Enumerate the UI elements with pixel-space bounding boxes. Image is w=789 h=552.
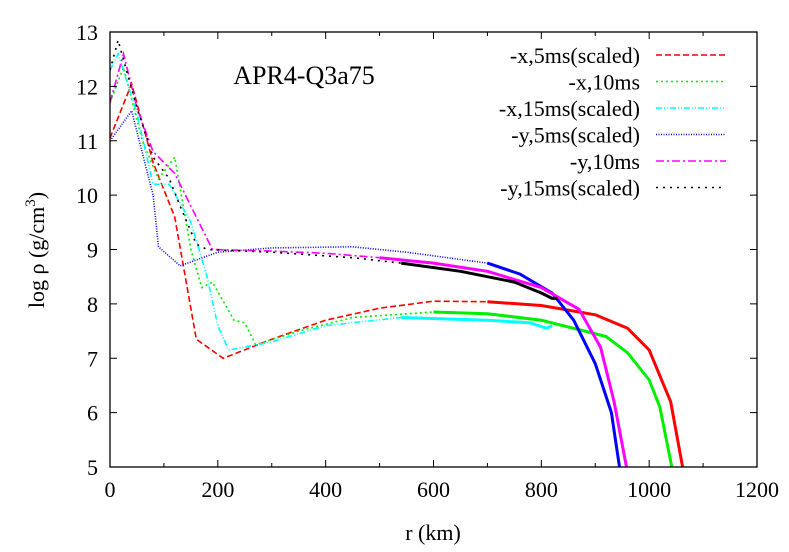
axis-ticks [109, 31, 758, 468]
series-line-dashed [110, 108, 488, 267]
x-tick-label: 600 [417, 477, 450, 502]
y-tick-label: 11 [77, 129, 98, 154]
y-axis-label-main: log ρ (g/cm [24, 207, 49, 308]
legend: -x,5ms(scaled)-x,10ms-x,15ms(scaled)-y,5… [499, 43, 726, 201]
y-tick-label: 5 [87, 455, 98, 480]
x-tick-label: 400 [309, 477, 342, 502]
y-tick-label: 8 [87, 292, 98, 317]
series-line-solid [400, 261, 558, 300]
legend-label: -x,10ms [569, 70, 641, 95]
legend-label: -y,10ms [570, 149, 640, 174]
series-line-solid [401, 316, 553, 330]
series-line-solid [433, 310, 674, 467]
series-line-dashed [110, 50, 380, 259]
series-line-dashed [110, 37, 402, 264]
series-line-solid [379, 256, 628, 467]
x-tick-label: 0 [105, 477, 116, 502]
legend-label: -y,5ms(scaled) [511, 123, 640, 148]
x-tick-label: 1200 [735, 477, 779, 502]
legend-label: -y,15ms(scaled) [500, 176, 640, 201]
series-line-dashed [110, 64, 434, 346]
x-tick-label: 800 [525, 477, 558, 502]
y-tick-label: 12 [76, 74, 98, 99]
y-tick-label: 13 [76, 20, 98, 45]
chart-title: APR4-Q3a75 [233, 61, 375, 90]
y-axis-label: log ρ (g/cm3) [23, 192, 49, 308]
series-line-solid [486, 261, 621, 467]
series-line-solid [487, 300, 685, 467]
y-tick-label: 7 [87, 346, 98, 371]
plot-lines [110, 37, 685, 467]
legend-label: -x,5ms(scaled) [510, 43, 640, 68]
series-line-dashed [110, 51, 402, 352]
y-tick-label: 6 [87, 401, 98, 426]
x-tick-label: 1000 [627, 477, 671, 502]
legend-label: -x,15ms(scaled) [499, 96, 640, 121]
x-tick-label: 200 [201, 477, 234, 502]
x-tick-labels: 0 200 400 600 800 1000 1200 [105, 477, 780, 502]
series-line-dashed [110, 81, 488, 360]
y-axis-label-superscript: 3 [23, 199, 39, 207]
y-tick-label: 10 [76, 183, 98, 208]
plot-frame [109, 31, 758, 468]
x-axis-label: r (km) [405, 520, 461, 545]
y-tick-label: 9 [87, 238, 98, 263]
y-tick-labels: 5 6 7 8 9 10 11 12 13 [76, 20, 98, 480]
y-axis-label-tail: ) [24, 192, 49, 199]
